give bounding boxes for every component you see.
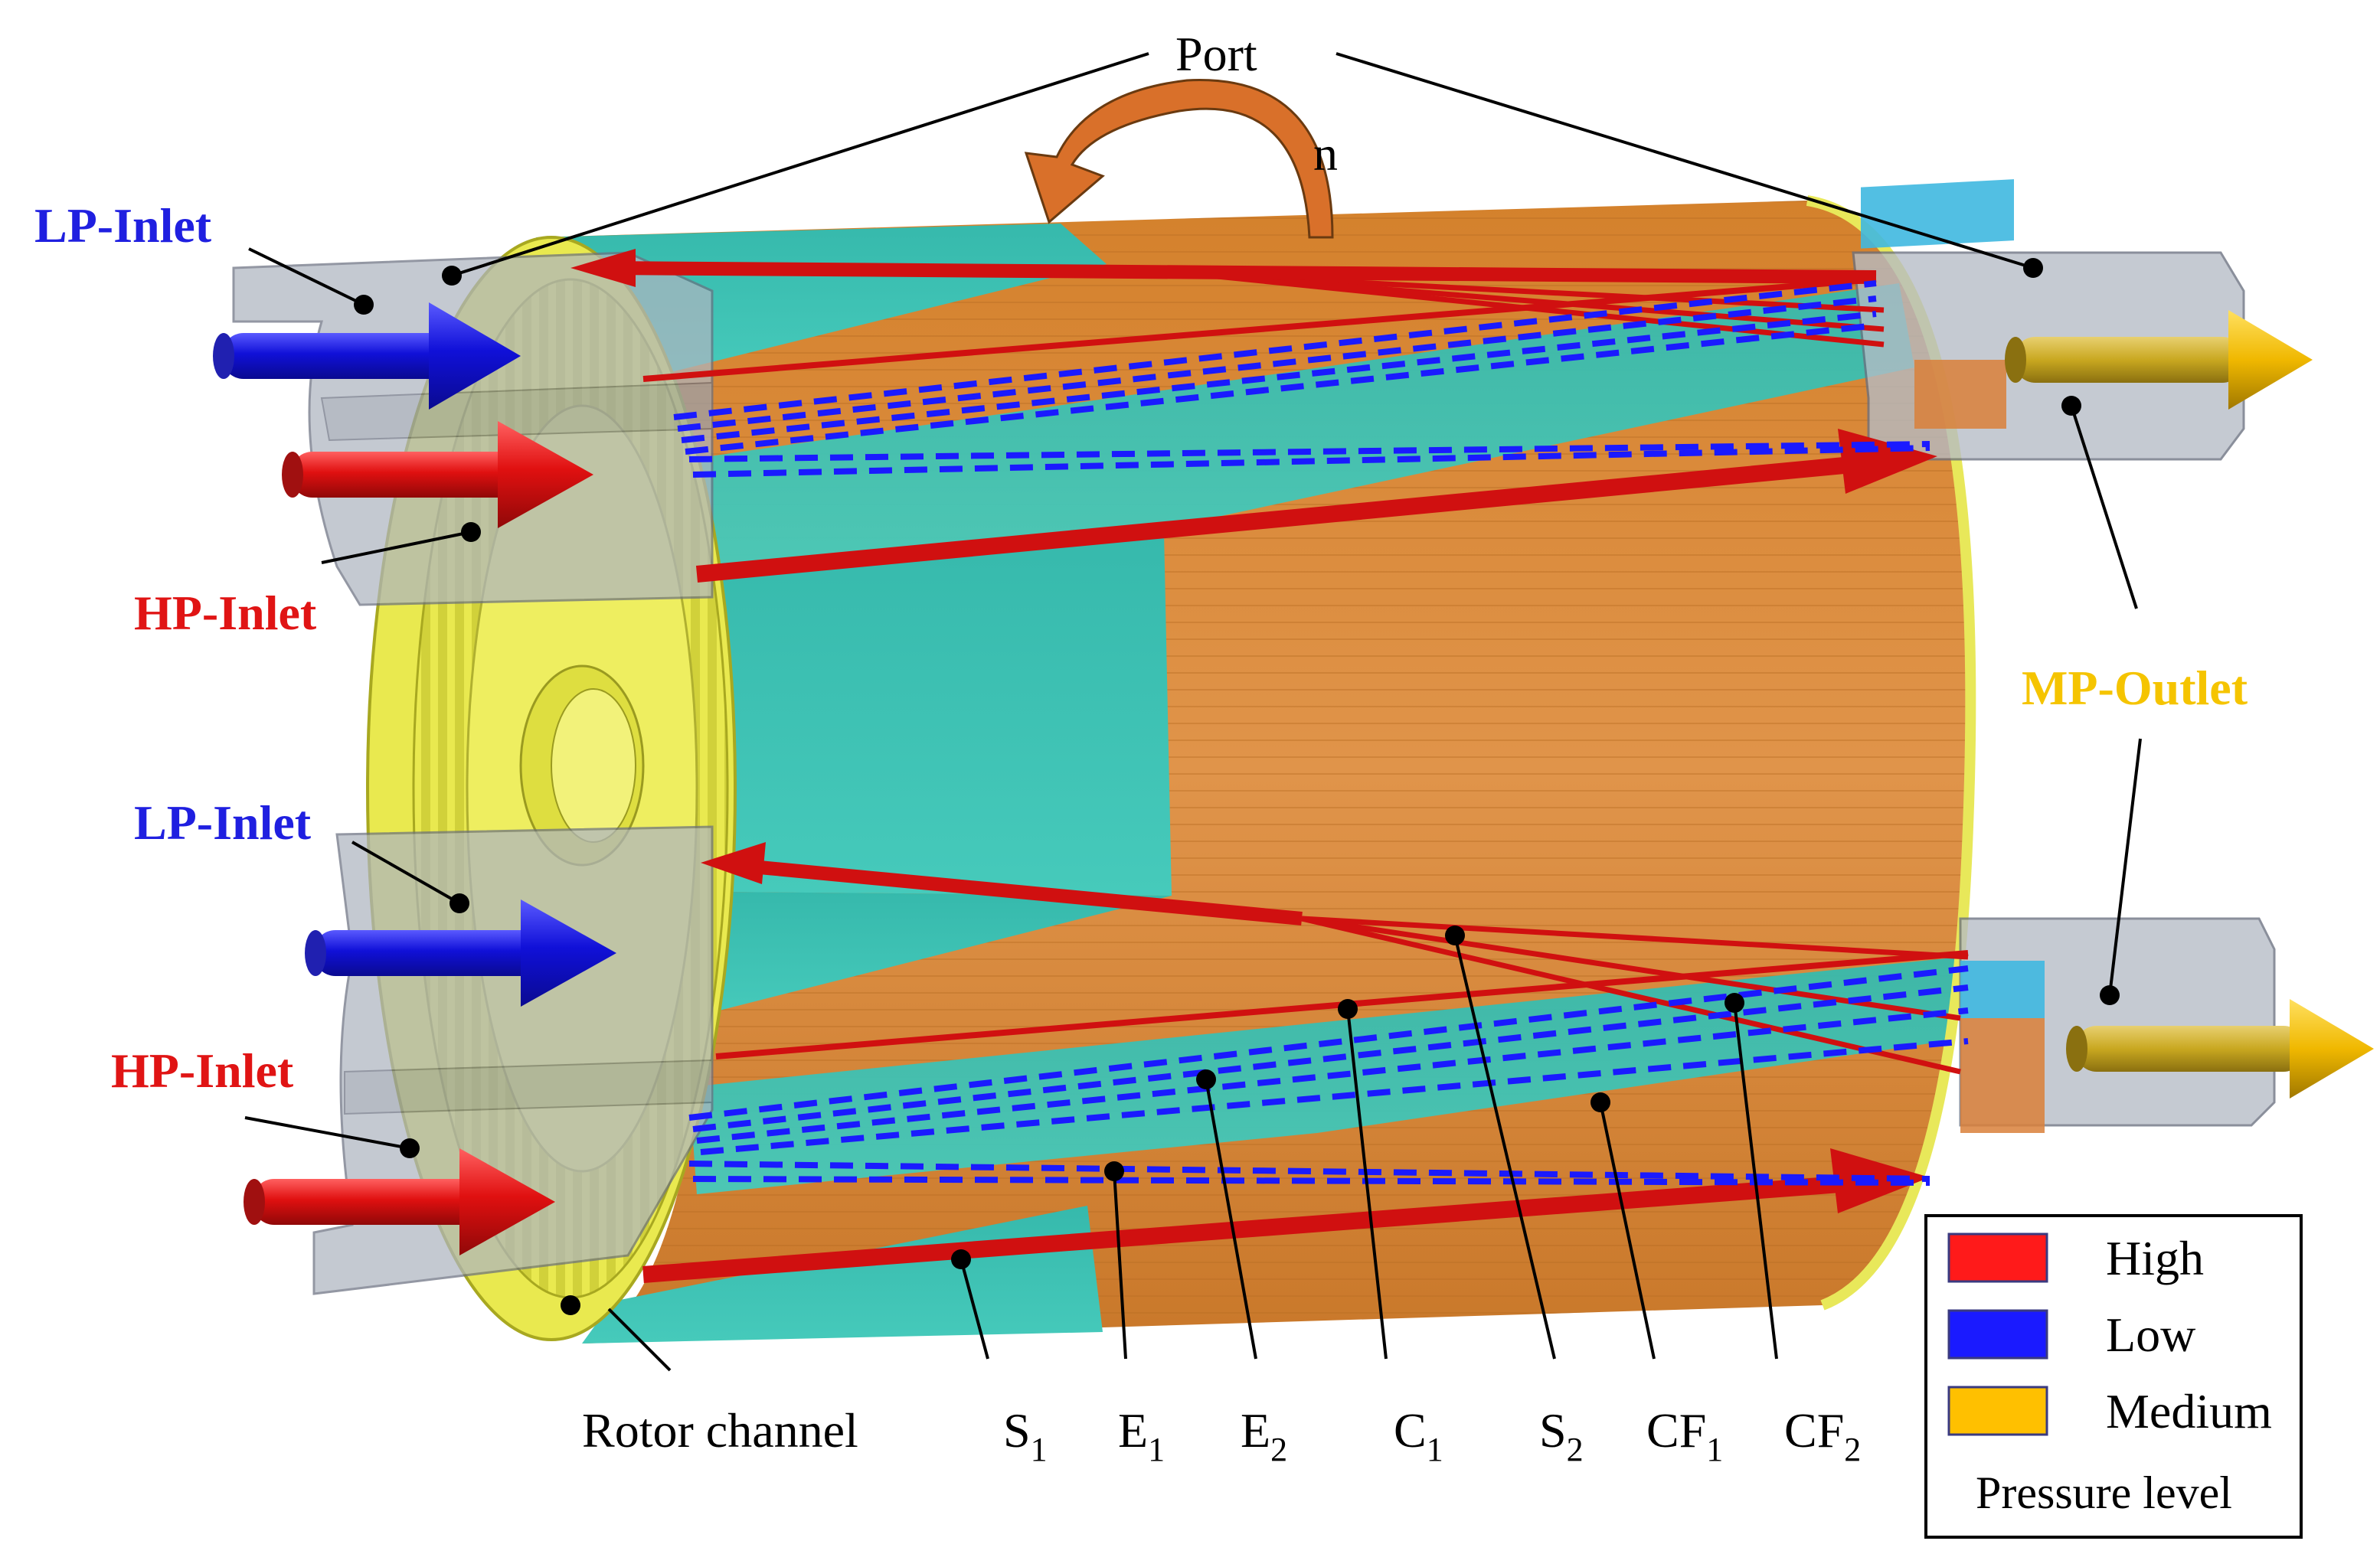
station-e2: E2 xyxy=(1241,1403,1287,1468)
legend: High Low Medium Pressure level xyxy=(1924,1214,2303,1539)
rotor-teal-lower-1 xyxy=(689,892,1172,1018)
station-s2: S2 xyxy=(1539,1403,1584,1468)
station-s1: S1 xyxy=(1003,1403,1048,1468)
lower-reflected-wave xyxy=(734,858,1303,926)
legend-title: Pressure level xyxy=(1976,1468,2232,1518)
rotation-label: n xyxy=(1313,126,1338,181)
lp-inlet-top-arrow xyxy=(213,302,521,410)
hp-inlet-bottom-arrow xyxy=(244,1148,555,1255)
lp-inlet-top-label: LP-Inlet xyxy=(34,198,212,253)
upper-port-window-orange xyxy=(1914,360,2006,429)
station-cf2: CF2 xyxy=(1784,1403,1861,1468)
hp-inlet-bottom-label: HP-Inlet xyxy=(111,1043,294,1098)
rotation-arrow xyxy=(1024,79,1334,239)
legend-label-low: Low xyxy=(2106,1308,2195,1362)
mp-outlet-top-arrow xyxy=(2005,310,2313,410)
hp-inlet-top-label: HP-Inlet xyxy=(134,586,317,640)
lower-port-window-teal xyxy=(1960,961,2045,1018)
legend-swatch-high xyxy=(1947,1232,2048,1283)
mp-outlet-bottom-arrow xyxy=(2066,999,2374,1099)
leader-dots xyxy=(354,258,2120,1315)
legend-swatch-low xyxy=(1947,1309,2048,1360)
station-c1: C1 xyxy=(1394,1403,1443,1468)
rotor-teal-lower-2 xyxy=(689,957,1960,1194)
rotor-channel-label: Rotor channel xyxy=(582,1403,858,1458)
rotor-teal-mid xyxy=(712,532,1172,896)
legend-label-medium: Medium xyxy=(2106,1384,2272,1438)
port-label: Port xyxy=(1175,27,1257,81)
legend-swatch-medium xyxy=(1947,1386,2048,1436)
upper-expansion-wave xyxy=(695,455,1870,583)
legend-label-high: High xyxy=(2106,1231,2204,1285)
mp-outlet-label: MP-Outlet xyxy=(2022,661,2248,715)
lp-inlet-bottom-arrow xyxy=(305,899,616,1007)
rotor-teal-bottom xyxy=(582,1206,1103,1343)
hp-inlet-top-arrow xyxy=(282,421,593,528)
station-cf1: CF1 xyxy=(1646,1403,1723,1468)
lp-inlet-bottom-label: LP-Inlet xyxy=(134,795,312,850)
upper-wave-lines xyxy=(570,249,1937,583)
station-e1: E1 xyxy=(1118,1403,1165,1468)
upper-port-window-teal xyxy=(1861,179,2014,249)
leader-lines xyxy=(244,52,2142,1372)
lower-expansion-wave xyxy=(642,1174,1862,1283)
lower-wave-lines xyxy=(642,842,1969,1283)
lower-port-window-orange xyxy=(1960,1018,2045,1133)
upper-reflected-wave xyxy=(604,261,1877,284)
